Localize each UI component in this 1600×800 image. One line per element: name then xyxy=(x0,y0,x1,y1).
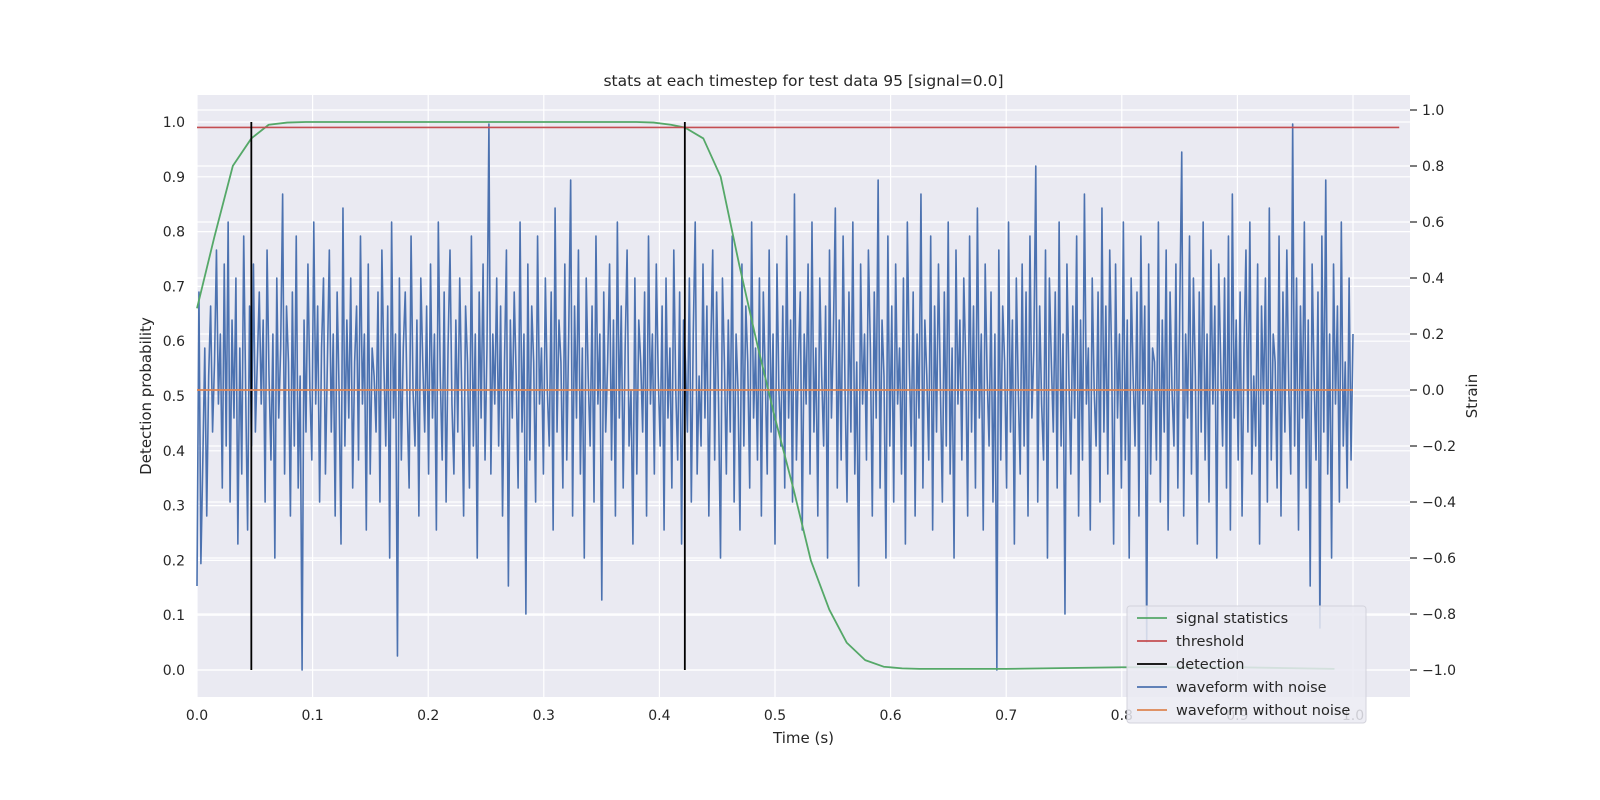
left-y-tick-label: 0.3 xyxy=(163,499,185,515)
x-tick-label: 0.2 xyxy=(417,708,439,724)
left-y-tick-label: 0.8 xyxy=(163,225,185,241)
series-layer xyxy=(196,121,1400,671)
legend-label: waveform with noise xyxy=(1176,680,1327,696)
right-y-tick-label: −0.6 xyxy=(1422,551,1456,567)
left-y-tick-label: 0.9 xyxy=(163,170,185,186)
legend-label: signal statistics xyxy=(1176,611,1288,627)
x-tick-label: 0.4 xyxy=(648,708,670,724)
left-y-tick-label: 0.4 xyxy=(163,444,185,460)
chart-title: stats at each timestep for test data 95 … xyxy=(603,72,1003,90)
x-tick-label: 0.5 xyxy=(764,708,786,724)
x-axis-title: Time (s) xyxy=(772,729,834,747)
left-y-tick-label: 0.7 xyxy=(163,279,185,295)
right-y-tick-label: 0.2 xyxy=(1422,327,1444,343)
x-tick-label: 0.1 xyxy=(301,708,323,724)
x-tick-label: 0.3 xyxy=(533,708,555,724)
legend: signal statistics threshold detection wavef… xyxy=(1126,605,1367,724)
signal-statistics-line xyxy=(196,121,1335,670)
waveform-with-noise-line xyxy=(196,123,1354,671)
x-tick-label: 0.6 xyxy=(879,708,901,724)
right-y-tick-label: 0.4 xyxy=(1422,271,1444,287)
right-y-tick-label: 0.0 xyxy=(1422,383,1444,399)
right-y-tick-label: 1.0 xyxy=(1422,103,1444,119)
legend-label: detection xyxy=(1176,657,1244,673)
legend-label: threshold xyxy=(1176,634,1244,650)
left-y-tick-label: 0.6 xyxy=(163,334,185,350)
left-y-tick-label: 0.0 xyxy=(163,663,185,679)
left-y-tick-label: 0.2 xyxy=(163,553,185,569)
x-tick-label: 0.0 xyxy=(186,708,208,724)
left-y-tick-label: 0.5 xyxy=(163,389,185,405)
legend-label: waveform without noise xyxy=(1176,703,1350,719)
right-y-tick-label: −0.2 xyxy=(1422,439,1456,455)
right-y-tick-label: −1.0 xyxy=(1422,663,1456,679)
legend-box xyxy=(1126,605,1367,724)
right-y-tick-label: 0.6 xyxy=(1422,215,1444,231)
x-tick-label: 0.7 xyxy=(995,708,1017,724)
left-y-axis-title: Detection probability xyxy=(137,317,155,475)
right-y-tick-label: 0.8 xyxy=(1422,159,1444,175)
left-y-tick-label: 1.0 xyxy=(163,115,185,131)
right-y-axis-title: Strain xyxy=(1463,374,1481,418)
left-y-tick-label: 0.1 xyxy=(163,608,185,624)
right-y-tick-label: −0.4 xyxy=(1422,495,1456,511)
right-y-tick-label: −0.8 xyxy=(1422,607,1456,623)
